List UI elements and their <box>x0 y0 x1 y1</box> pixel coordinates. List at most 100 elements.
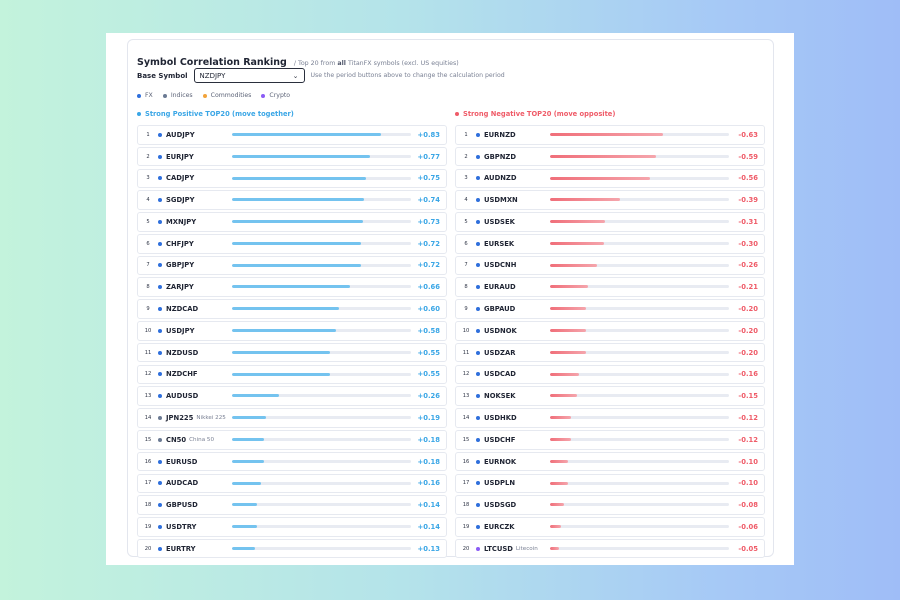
rank-number: 14 <box>144 414 152 421</box>
correlation-bar-fill <box>232 241 361 245</box>
positive-row[interactable]: 19 USDTRY +0.14 <box>137 517 447 537</box>
correlation-bar-fill <box>232 416 266 420</box>
symbol-name: GBPJPY <box>166 261 195 270</box>
positive-row[interactable]: 2 EURJPY +0.77 <box>137 146 447 167</box>
rank-number: 11 <box>462 349 470 356</box>
rank-number: 7 <box>146 262 150 269</box>
correlation-bar-track <box>550 241 729 245</box>
positive-row[interactable]: 20 EURTRY +0.13 <box>137 538 447 559</box>
correlation-value: -0.56 <box>738 174 758 183</box>
correlation-value: +0.74 <box>417 196 440 205</box>
symbol-name: AUDJPY <box>166 130 195 139</box>
rank-number: 17 <box>144 480 152 487</box>
positive-row[interactable]: 4 SGDJPY +0.74 <box>137 190 447 210</box>
positive-row[interactable]: 12 NZDCHF +0.55 <box>137 364 447 385</box>
correlation-value: -0.63 <box>738 130 758 139</box>
correlation-bar-track <box>232 459 411 463</box>
positive-row[interactable]: 10 USDJPY +0.58 <box>137 321 447 341</box>
positive-row[interactable]: 5 MXNJPY +0.73 <box>137 212 447 232</box>
correlation-value: +0.60 <box>417 305 440 314</box>
positive-row[interactable]: 3 CADJPY +0.75 <box>137 168 447 189</box>
correlation-bar-fill <box>550 459 568 463</box>
negative-row[interactable]: 16 EURNOK -0.10 <box>455 451 765 472</box>
negative-row[interactable]: 13 NOKSEK -0.15 <box>455 386 765 406</box>
correlation-bar-fill <box>550 133 663 136</box>
positive-row[interactable]: 15 CN50 China 50 +0.18 <box>137 429 447 450</box>
legend-dot-icon <box>162 93 167 98</box>
positive-row[interactable]: 9 NZDCAD +0.60 <box>137 299 447 319</box>
legend-dot-icon <box>137 93 141 98</box>
negative-row[interactable]: 9 GBPAUD -0.20 <box>455 299 765 319</box>
correlation-bar-track <box>232 394 411 398</box>
positive-row[interactable]: 11 NZDUSD +0.55 <box>137 342 447 363</box>
negative-row[interactable]: 3 AUDNZD -0.56 <box>455 168 765 189</box>
category-legend: FX Indices Commodities Crypto <box>137 92 290 99</box>
category-dot-icon <box>476 176 480 181</box>
positive-list: 1 AUDJPY +0.83 2 EURJPY +0.77 3 CADJPY +0.75 4 SGD… <box>137 125 447 559</box>
negative-row[interactable]: 2 GBPNZD -0.59 <box>455 146 765 167</box>
legend-item: Commodities <box>202 92 251 99</box>
negative-row[interactable]: 18 USDSGD -0.08 <box>455 495 765 515</box>
negative-row[interactable]: 20 LTCUSD Litecoin -0.05 <box>455 538 765 559</box>
negative-row[interactable]: 12 USDCAD -0.16 <box>455 364 765 385</box>
negative-row[interactable]: 15 USDCHF -0.12 <box>455 429 765 450</box>
negative-row[interactable]: 4 USDMXN -0.39 <box>455 190 765 210</box>
correlation-bar-track <box>550 394 729 398</box>
symbol-name: EURJPY <box>166 152 194 161</box>
rank-number: 19 <box>462 523 470 530</box>
negative-row[interactable]: 17 USDPLN -0.10 <box>455 473 765 494</box>
correlation-value: -0.12 <box>738 413 758 422</box>
category-dot-icon <box>158 503 162 508</box>
rank-number: 3 <box>464 175 468 182</box>
category-dot-icon <box>158 307 162 312</box>
base-symbol-select[interactable]: NZDJPY ⌄ <box>193 68 305 83</box>
correlation-bar-fill <box>232 154 370 158</box>
correlation-bar-fill <box>232 220 363 224</box>
rank-number: 7 <box>464 262 468 269</box>
negative-row[interactable]: 8 EURAUD -0.21 <box>455 277 765 298</box>
symbol-name: USDHKD <box>484 413 517 422</box>
rank-number: 3 <box>146 175 150 182</box>
rank-number: 5 <box>146 218 150 225</box>
correlation-bar-fill <box>550 394 577 398</box>
category-dot-icon <box>158 394 162 399</box>
category-dot-icon <box>158 372 162 377</box>
positive-row[interactable]: 18 GBPUSD +0.14 <box>137 495 447 515</box>
correlation-value: -0.20 <box>738 348 758 357</box>
legend-item: Crypto <box>261 92 290 99</box>
negative-row[interactable]: 11 USDZAR -0.20 <box>455 342 765 363</box>
rank-number: 5 <box>464 218 468 225</box>
correlation-value: +0.16 <box>417 479 440 488</box>
rank-number: 20 <box>462 545 470 552</box>
correlation-bar-track <box>550 198 729 202</box>
positive-row[interactable]: 14 JPN225 Nikkei 225 +0.19 <box>137 408 447 428</box>
negative-row[interactable]: 14 USDHKD -0.12 <box>455 408 765 428</box>
symbol-name: USDCAD <box>484 370 516 379</box>
positive-row[interactable]: 1 AUDJPY +0.83 <box>137 125 447 145</box>
negative-row[interactable]: 1 EURNZD -0.63 <box>455 125 765 145</box>
correlation-value: -0.39 <box>738 196 758 205</box>
negative-row[interactable]: 10 USDNOK -0.20 <box>455 321 765 341</box>
correlation-bar-fill <box>550 481 568 485</box>
positive-row[interactable]: 13 AUDUSD +0.26 <box>137 386 447 406</box>
rank-number: 8 <box>464 284 468 291</box>
correlation-bar-track <box>232 241 411 245</box>
legend-dot-icon <box>202 93 207 98</box>
negative-row[interactable]: 7 USDCNH -0.26 <box>455 255 765 276</box>
negative-row[interactable]: 19 EURCZK -0.06 <box>455 517 765 537</box>
positive-row[interactable]: 8 ZARJPY +0.66 <box>137 277 447 298</box>
positive-row[interactable]: 16 EURUSD +0.18 <box>137 451 447 472</box>
symbol-name: EURNOK <box>484 457 517 466</box>
correlation-bar-fill <box>550 176 651 180</box>
rank-number: 1 <box>146 131 150 138</box>
category-dot-icon <box>476 263 480 268</box>
negative-row[interactable]: 5 USDSEK -0.31 <box>455 212 765 232</box>
positive-row[interactable]: 17 AUDCAD +0.16 <box>137 473 447 494</box>
symbol-name: USDMXN <box>484 196 518 205</box>
negative-row[interactable]: 6 EURSEK -0.30 <box>455 233 765 254</box>
base-symbol-value: NZDJPY <box>199 71 226 80</box>
correlation-bar-fill <box>550 525 561 529</box>
correlation-value: +0.55 <box>417 348 440 357</box>
positive-row[interactable]: 7 GBPJPY +0.72 <box>137 255 447 276</box>
positive-row[interactable]: 6 CHFJPY +0.72 <box>137 233 447 254</box>
